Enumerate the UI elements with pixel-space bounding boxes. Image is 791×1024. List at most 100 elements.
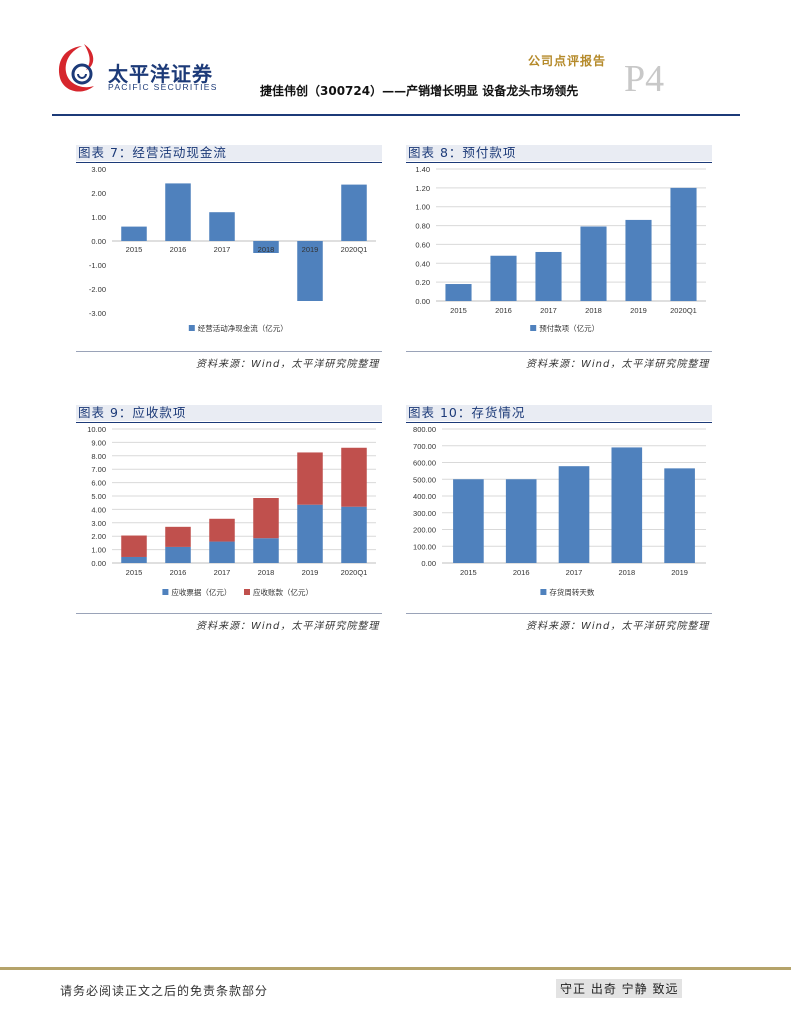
y-tick-label: 1.00 bbox=[415, 203, 430, 212]
bar bbox=[297, 452, 323, 505]
company-logo bbox=[58, 44, 94, 92]
y-tick-label: 3.00 bbox=[91, 165, 106, 174]
footer-divider bbox=[0, 967, 791, 970]
panel-divider bbox=[76, 613, 382, 614]
logo-subtext: PACIFIC SECURITIES bbox=[108, 82, 218, 92]
x-tick-label: 2017 bbox=[540, 306, 557, 315]
bar bbox=[558, 466, 590, 563]
y-tick-label: 300.00 bbox=[413, 509, 436, 518]
chart-prepayments: 1.40 1.20 1.00 0.80 0.60 0.40 0.20 0.00 2015 2016… bbox=[415, 165, 706, 333]
logo-mark-icon bbox=[58, 44, 94, 92]
y-tick-label: 0.20 bbox=[415, 278, 430, 287]
y-tick-label: 1.00 bbox=[91, 213, 106, 222]
y-tick-label: 9.00 bbox=[91, 438, 106, 447]
x-tick-label: 2017 bbox=[214, 245, 231, 254]
footer-slogan: 守正 出奇 宁静 致远 bbox=[556, 979, 683, 998]
chart-source: 资料来源：Wind，太平洋研究院整理 bbox=[526, 359, 710, 370]
chart-title: 图表 7：经营活动现金流 bbox=[76, 145, 382, 161]
legend-label: 应收账款（亿元） bbox=[253, 587, 313, 597]
y-tick-label: 0.00 bbox=[415, 297, 430, 306]
page-title: 捷佳伟创（300724）——产销增长明显 设备龙头市场领先 bbox=[260, 84, 579, 98]
y-tick-label: -3.00 bbox=[89, 309, 106, 318]
legend-swatch bbox=[244, 589, 250, 595]
x-tick-label: 2017 bbox=[214, 568, 231, 577]
x-tick-label: 2017 bbox=[566, 568, 583, 577]
bar bbox=[121, 226, 147, 241]
x-tick-label: 2018 bbox=[618, 568, 635, 577]
bar bbox=[209, 212, 235, 241]
bar bbox=[121, 535, 147, 557]
bar bbox=[664, 468, 695, 563]
x-tick-label: 2015 bbox=[126, 245, 143, 254]
x-tick-label: 2019 bbox=[302, 245, 319, 254]
legend-label: 存货周转天数 bbox=[549, 587, 594, 597]
x-tick-label: 2020Q1 bbox=[670, 306, 697, 315]
y-tick-label: 0.00 bbox=[91, 559, 106, 568]
legend-label: 预付款项（亿元） bbox=[539, 323, 599, 333]
x-tick-label: 2015 bbox=[450, 306, 467, 315]
y-tick-label: 0.80 bbox=[415, 222, 430, 231]
chart-panel-operating-cashflow: 图表 7：经营活动现金流 3.00 2.00 1.00 0.00 -1.00 -2.00 -… bbox=[76, 145, 382, 375]
x-tick-label: 2016 bbox=[170, 568, 187, 577]
legend-swatch bbox=[530, 325, 537, 331]
x-tick-label: 2015 bbox=[126, 568, 143, 577]
page-number: P4 bbox=[624, 58, 665, 100]
bar bbox=[341, 506, 367, 563]
y-tick-label: 8.00 bbox=[91, 452, 106, 461]
bar bbox=[490, 255, 517, 301]
bar bbox=[625, 219, 652, 301]
y-tick-label: 0.00 bbox=[421, 559, 436, 568]
y-tick-label: 2.00 bbox=[91, 189, 106, 198]
y-tick-label: 1.20 bbox=[415, 184, 430, 193]
y-tick-label: 400.00 bbox=[413, 492, 436, 501]
footer-disclaimer: 请务必阅读正文之后的免责条款部分 bbox=[60, 984, 269, 998]
y-tick-label: -1.00 bbox=[89, 261, 106, 270]
x-tick-label: 2015 bbox=[460, 568, 477, 577]
legend-swatch bbox=[188, 325, 195, 331]
x-tick-label: 2020Q1 bbox=[341, 245, 368, 254]
bar bbox=[297, 504, 323, 563]
legend-swatch bbox=[540, 589, 547, 595]
bar bbox=[453, 479, 484, 563]
bar bbox=[253, 498, 279, 539]
bar bbox=[209, 518, 235, 542]
x-tick-label: 2018 bbox=[258, 245, 275, 254]
x-tick-label: 2019 bbox=[671, 568, 688, 577]
legend-swatch bbox=[162, 589, 169, 595]
chart-operating-cashflow: 3.00 2.00 1.00 0.00 -1.00 -2.00 -3.00 2015 2016 2… bbox=[89, 165, 376, 333]
bar bbox=[445, 284, 472, 301]
x-tick-label: 2016 bbox=[170, 245, 187, 254]
y-tick-label: 3.00 bbox=[91, 519, 106, 528]
y-tick-label: 200.00 bbox=[413, 526, 436, 535]
y-tick-label: 6.00 bbox=[91, 479, 106, 488]
x-tick-label: 2016 bbox=[495, 306, 512, 315]
chart-receivables: 10.00 9.00 8.00 7.00 6.00 5.00 4.00 3.00 2.00 1.0… bbox=[87, 425, 376, 597]
bar bbox=[505, 479, 537, 563]
x-tick-label: 2020Q1 bbox=[341, 568, 368, 577]
chart-source: 资料来源：Wind，太平洋研究院整理 bbox=[526, 621, 710, 632]
y-tick-label: 800.00 bbox=[413, 425, 436, 434]
chart-panel-inventory: 图表 10：存货情况 800.00 700.00 600.00 500.00 400.0… bbox=[406, 405, 712, 635]
x-tick-label: 2019 bbox=[302, 568, 319, 577]
y-tick-label: 2.00 bbox=[91, 532, 106, 541]
bar bbox=[253, 241, 279, 253]
bar bbox=[165, 183, 191, 241]
y-tick-label: 5.00 bbox=[91, 492, 106, 501]
chart-source: 资料来源：Wind，太平洋研究院整理 bbox=[196, 621, 380, 632]
chart-panel-receivables: 图表 9：应收款项 10.00 9.00 8.00 7.00 6.00 5.00 4.00 3… bbox=[76, 405, 382, 635]
panel-divider bbox=[76, 351, 382, 352]
y-tick-label: 1.40 bbox=[415, 165, 430, 174]
bar bbox=[670, 187, 697, 301]
x-tick-label: 2018 bbox=[258, 568, 275, 577]
y-tick-label: 4.00 bbox=[91, 505, 106, 514]
y-tick-label: 0.60 bbox=[415, 240, 430, 249]
y-tick-label: -2.00 bbox=[89, 285, 106, 294]
bar bbox=[165, 546, 191, 563]
y-tick-label: 600.00 bbox=[413, 459, 436, 468]
y-tick-label: 10.00 bbox=[87, 425, 106, 434]
y-tick-label: 100.00 bbox=[413, 542, 436, 551]
bar bbox=[253, 538, 279, 563]
chart-source: 资料来源：Wind，太平洋研究院整理 bbox=[196, 359, 380, 370]
y-tick-label: 500.00 bbox=[413, 475, 436, 484]
panel-divider bbox=[406, 351, 712, 352]
